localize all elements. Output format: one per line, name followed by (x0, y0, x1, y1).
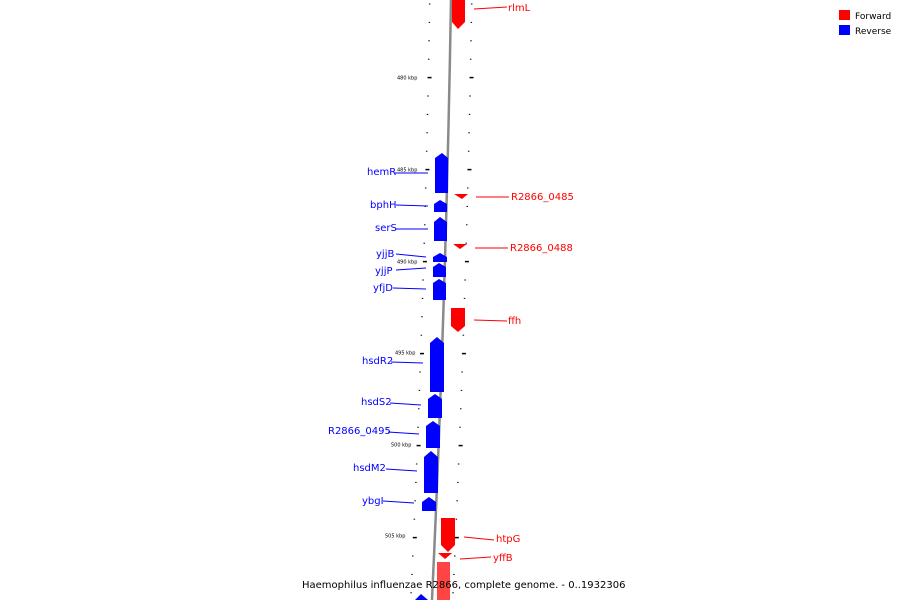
legend-swatch-forward (839, 10, 850, 20)
leader-line (463, 536, 495, 541)
gene-label-hsdR2: hsdR2 (362, 356, 393, 367)
gene-hsdS2[interactable] (428, 394, 442, 418)
kbp-label: 495 kbp (395, 351, 415, 357)
legend: Forward Reverse (839, 10, 892, 37)
gene-label-rlmL: rlmL (508, 3, 531, 14)
legend-label-reverse: Reverse (855, 27, 892, 37)
gene-label-ybgI: ybgI (362, 496, 384, 507)
legend-label-forward: Forward (855, 12, 891, 22)
leader-line (390, 361, 424, 364)
gene-label-R2866_0485: R2866_0485 (511, 192, 574, 203)
gene-yjjP[interactable] (433, 263, 446, 277)
gene-yjjB[interactable] (433, 253, 447, 262)
gene-hsdR2[interactable] (430, 337, 444, 392)
gene-R2866_0488[interactable] (453, 244, 467, 249)
kbp-label: 500 kbp (391, 443, 411, 449)
gene-partial-forward[interactable] (437, 562, 450, 600)
gene-label-hsdS2: hsdS2 (361, 397, 392, 408)
leader-line (473, 319, 508, 322)
gene-label-yjjB: yjjB (376, 249, 394, 260)
leader-line (395, 253, 427, 258)
kbp-label: 505 kbp (385, 534, 405, 540)
gene-hemR[interactable] (435, 153, 448, 193)
leader-line (395, 204, 429, 207)
gene-partial-reverse[interactable] (415, 594, 428, 600)
gene-htpG[interactable] (441, 518, 455, 552)
gene-label-R2866_0488: R2866_0488 (510, 243, 573, 254)
gene-label-yffB: yffB (493, 553, 513, 564)
gene-R2866_0495[interactable] (426, 421, 440, 448)
gene-bphH[interactable] (434, 200, 447, 212)
gene-label-R2866_0495: R2866_0495 (328, 426, 391, 437)
gene-yffB[interactable] (438, 553, 452, 559)
leader-line (473, 6, 508, 10)
leader-line (385, 468, 418, 472)
gene-label-bphH: bphH (370, 200, 397, 211)
leader-line (395, 267, 427, 271)
gene-label-ffh: ffh (508, 316, 521, 327)
genome-caption: Haemophilus influenzae R2866, complete g… (302, 580, 625, 591)
kbp-label: 490 kbp (397, 260, 417, 266)
leader-line (459, 556, 492, 560)
kbp-label: 485 kbp (397, 168, 417, 174)
gene-ybgI[interactable] (422, 497, 436, 511)
tick-marks (410, 3, 474, 594)
gene-label-hsdM2: hsdM2 (353, 463, 386, 474)
gene-yfjD[interactable] (433, 279, 446, 300)
kbp-labels: 480 kbp 485 kbp 490 kbp 495 kbp 500 kbp … (385, 76, 417, 540)
leader-line (389, 402, 422, 406)
gene-label-serS: serS (375, 223, 397, 234)
gene-track: rlmL hemR R2866_0485 bphH serS R2866_048… (328, 0, 574, 600)
gene-label-hemR: hemR (367, 167, 396, 178)
leader-line (392, 287, 427, 290)
gene-label-htpG: htpG (496, 534, 520, 545)
gene-label-yjjP: yjjP (375, 266, 393, 277)
gene-ffh[interactable] (451, 308, 465, 332)
kbp-label: 480 kbp (397, 76, 417, 82)
gene-rlmL[interactable] (452, 0, 465, 29)
leader-line (382, 500, 415, 504)
gene-R2866_0485[interactable] (454, 194, 468, 199)
gene-hsdM2[interactable] (424, 451, 438, 493)
gene-label-yfjD: yfjD (373, 283, 393, 294)
legend-swatch-reverse (839, 25, 850, 35)
gene-serS[interactable] (434, 217, 447, 241)
leader-line (387, 431, 420, 435)
